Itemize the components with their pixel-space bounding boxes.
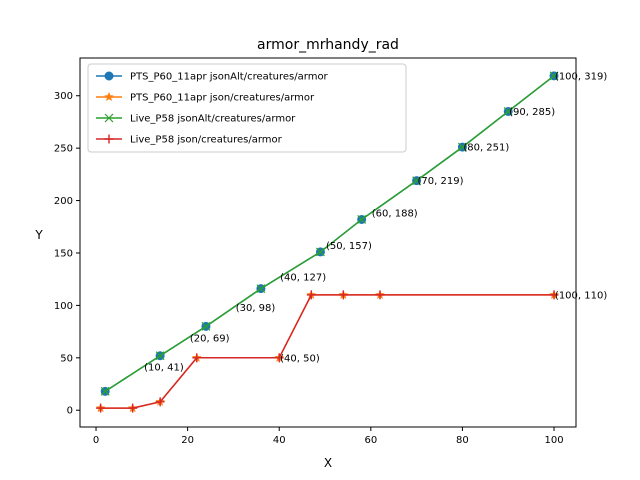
data-annotation: (20, 69): [190, 333, 230, 344]
legend-box: [87, 63, 407, 153]
data-point: [274, 353, 284, 363]
data-point: [96, 403, 106, 413]
x-axis-label: X: [324, 456, 332, 470]
y-tick-label: 100: [54, 301, 73, 312]
axes-frame: [79, 57, 577, 428]
data-point: [155, 397, 165, 407]
x-tick-label: 0: [93, 435, 99, 446]
plot-area: (10, 41) (20, 69) (30, 98) (40, 127) (40, 50…: [95, 71, 607, 413]
series-2: [95, 289, 559, 413]
data-point: [201, 321, 211, 331]
series-line: [104, 75, 555, 392]
legend-entry: PTS_P60_11apr json/creatures/armor: [96, 91, 315, 104]
data-annotation: (50, 157): [326, 241, 372, 252]
data-annotation: (60, 188): [372, 209, 418, 220]
data-annotation: (40, 127): [280, 273, 326, 284]
data-point: [549, 71, 559, 81]
data-point: [412, 176, 422, 186]
data-point: [316, 247, 325, 257]
data-annotation: (100, 110): [555, 290, 607, 301]
series-3: [100, 71, 559, 396]
data-point: [357, 215, 367, 224]
data-point: [155, 351, 165, 361]
y-tick-label: 250: [54, 144, 73, 155]
y-axis-label: Y: [34, 228, 43, 242]
x-tick-label: 20: [181, 435, 194, 446]
x-tick-label: 60: [364, 435, 377, 446]
legend-entry: Live_P58 json/creatures/armor: [96, 134, 283, 146]
legend-label: PTS_P60_11apr json/creatures/armor: [130, 93, 315, 104]
data-point: [549, 290, 559, 300]
data-annotation: (80, 251): [463, 143, 509, 154]
data-point: [457, 142, 467, 152]
y-tick-label: 50: [60, 353, 73, 364]
series-4: [96, 290, 559, 413]
y-tick-label: 200: [54, 196, 73, 207]
y-tick-label: 0: [67, 406, 73, 417]
data-annotation: (70, 219): [418, 176, 464, 187]
data-point: [338, 290, 348, 300]
legend-label: Live_P58 json/creatures/armor: [130, 135, 283, 146]
data-point: [100, 386, 110, 396]
data-point: [192, 353, 202, 363]
legend-entry: Live_P58 jsonAlt/creatures/armor: [96, 114, 296, 125]
data-annotation: (40, 50): [280, 353, 320, 364]
annotations: (10, 41) (20, 69) (30, 98) (40, 127) (40, 50…: [144, 71, 607, 373]
legend-marker: [104, 91, 114, 102]
legend-label: PTS_P60_11apr jsonAlt/creatures/armor: [130, 72, 329, 83]
legend-marker: [104, 113, 114, 123]
data-point: [375, 290, 385, 300]
x-tick-label: 100: [544, 435, 563, 446]
data-annotation: (10, 41): [144, 363, 184, 374]
x-tick-label: 80: [456, 435, 469, 446]
data-point: [306, 290, 316, 300]
legend-marker: [104, 71, 114, 81]
data-point: [128, 403, 138, 413]
data-annotation: (90, 285): [509, 107, 555, 118]
data-annotation: (30, 98): [236, 303, 276, 314]
y-tick-label: 300: [54, 91, 73, 102]
data-point: [503, 107, 513, 116]
data-point: [256, 284, 266, 294]
legend-label: Live_P58 jsonAlt/creatures/armor: [130, 114, 296, 125]
legend: PTS_P60_11apr jsonAlt/creatures/armor PTS…: [87, 63, 407, 153]
x-tick-label: 40: [273, 435, 286, 446]
legend-entry: PTS_P60_11apr jsonAlt/creatures/armor: [96, 71, 329, 83]
legend-marker: [104, 134, 114, 144]
y-tick-label: 150: [54, 248, 73, 259]
chart-title: armor_mrhandy_rad: [257, 37, 399, 53]
data-annotation: (100, 319): [555, 71, 607, 82]
series-line: [100, 294, 555, 409]
axis-ticks: 0 20 40 60 80 100 0 50 100 150 200 250 300: [54, 91, 564, 446]
